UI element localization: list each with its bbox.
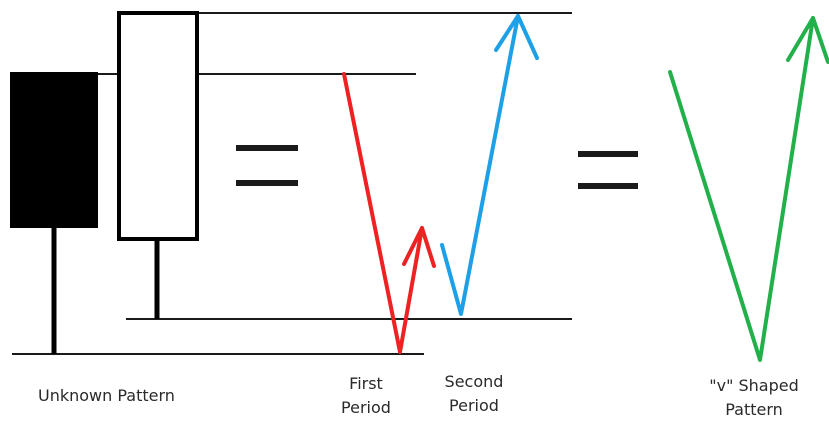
bearish-candle [10, 72, 98, 354]
second-period-label-line1: Second [444, 372, 504, 391]
first-period-label: First Period [334, 372, 398, 420]
first-period-arrowhead-icon [402, 226, 436, 268]
first-period-line [342, 72, 424, 354]
first-period-arrow [342, 72, 436, 354]
second-period-arrowhead-icon [494, 14, 539, 60]
bearish-candle-body [10, 72, 98, 228]
v-pattern-arrowhead-icon [786, 16, 829, 64]
second-period-label-line2: Period [449, 396, 499, 415]
v-pattern-arrow [668, 16, 829, 362]
first-period-label-line1: First [349, 374, 383, 393]
bullish-candle-body [117, 11, 199, 241]
v-shaped-pattern-label-line2: Pattern [725, 400, 783, 419]
second-period-line [440, 14, 520, 316]
v-shaped-pattern-label-line1: "v" Shaped [709, 376, 799, 395]
unknown-pattern-label: Unknown Pattern [38, 386, 175, 405]
bullish-candle [117, 11, 199, 319]
equals-sign-first [236, 145, 298, 186]
v-pattern-line [668, 16, 815, 362]
second-period-label: Second Period [436, 370, 512, 418]
v-shaped-pattern-label: "v" Shaped Pattern [698, 374, 810, 422]
equals-sign-second [578, 151, 638, 189]
first-period-label-line2: Period [341, 398, 391, 417]
second-period-arrow [440, 14, 539, 316]
